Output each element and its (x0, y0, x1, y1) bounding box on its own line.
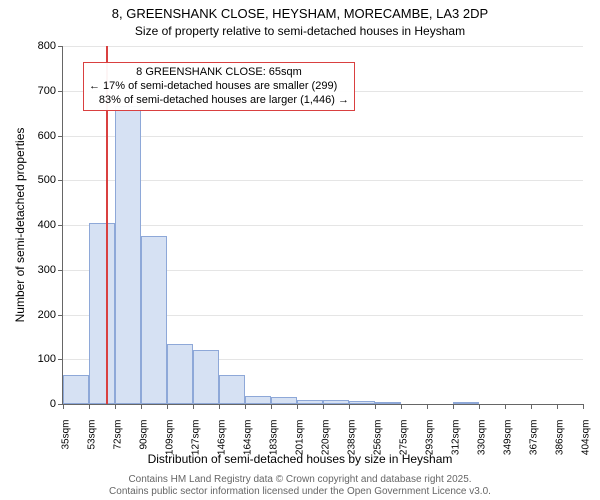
histogram-bar (141, 236, 167, 404)
ytick-mark (58, 270, 63, 271)
footer-line2: Contains public sector information licen… (0, 486, 600, 498)
xtick-mark (219, 404, 220, 409)
ytick-label: 600 (0, 130, 56, 142)
xtick-mark (505, 404, 506, 409)
xtick-mark (323, 404, 324, 409)
chart-container: 8, GREENSHANK CLOSE, HEYSHAM, MORECAMBE,… (0, 0, 600, 500)
histogram-bar (219, 375, 245, 404)
xtick-mark (141, 404, 142, 409)
ytick-label: 500 (0, 174, 56, 186)
ytick-mark (58, 225, 63, 226)
xtick-mark (297, 404, 298, 409)
xtick-mark (115, 404, 116, 409)
ytick-mark (58, 46, 63, 47)
histogram-bar (245, 396, 271, 404)
footer-attribution: Contains HM Land Registry data © Crown c… (0, 474, 600, 498)
ytick-label: 800 (0, 40, 56, 52)
xtick-mark (583, 404, 584, 409)
xtick-mark (193, 404, 194, 409)
ytick-label: 100 (0, 353, 56, 365)
xtick-mark (479, 404, 480, 409)
histogram-bar (63, 375, 89, 404)
histogram-bar (89, 223, 115, 404)
xtick-mark (63, 404, 64, 409)
ytick-label: 200 (0, 309, 56, 321)
annotation-line1: 8 GREENSHANK CLOSE: 65sqm (89, 66, 349, 80)
xtick-mark (375, 404, 376, 409)
histogram-bar (271, 397, 297, 404)
ytick-label: 400 (0, 219, 56, 231)
xtick-mark (427, 404, 428, 409)
xtick-mark (453, 404, 454, 409)
xtick-mark (89, 404, 90, 409)
x-axis-label: Distribution of semi-detached houses by … (0, 452, 600, 466)
histogram-bar (323, 400, 349, 404)
ytick-mark (58, 180, 63, 181)
xtick-mark (401, 404, 402, 409)
ytick-mark (58, 91, 63, 92)
ytick-label: 300 (0, 264, 56, 276)
xtick-mark (531, 404, 532, 409)
histogram-bar (193, 350, 219, 404)
xtick-mark (167, 404, 168, 409)
chart-title-sub: Size of property relative to semi-detach… (0, 24, 600, 38)
annotation-box: 8 GREENSHANK CLOSE: 65sqm← 17% of semi-d… (83, 62, 355, 111)
histogram-bar (167, 344, 193, 404)
xtick-mark (245, 404, 246, 409)
chart-title-main: 8, GREENSHANK CLOSE, HEYSHAM, MORECAMBE,… (0, 6, 600, 21)
ytick-mark (58, 136, 63, 137)
annotation-line2: ← 17% of semi-detached houses are smalle… (89, 80, 349, 94)
xtick-mark (557, 404, 558, 409)
ytick-label: 700 (0, 85, 56, 97)
xtick-mark (349, 404, 350, 409)
gridline (63, 225, 583, 226)
xtick-mark (271, 404, 272, 409)
gridline (63, 136, 583, 137)
histogram-bar (375, 402, 401, 404)
ytick-mark (58, 315, 63, 316)
histogram-bar (115, 106, 141, 404)
gridline (63, 46, 583, 47)
gridline (63, 180, 583, 181)
ytick-label: 0 (0, 398, 56, 410)
histogram-bar (297, 400, 323, 404)
ytick-mark (58, 359, 63, 360)
histogram-bar (349, 401, 375, 404)
histogram-bar (453, 402, 479, 404)
annotation-line3: 83% of semi-detached houses are larger (… (89, 94, 349, 108)
footer-line1: Contains HM Land Registry data © Crown c… (0, 474, 600, 486)
